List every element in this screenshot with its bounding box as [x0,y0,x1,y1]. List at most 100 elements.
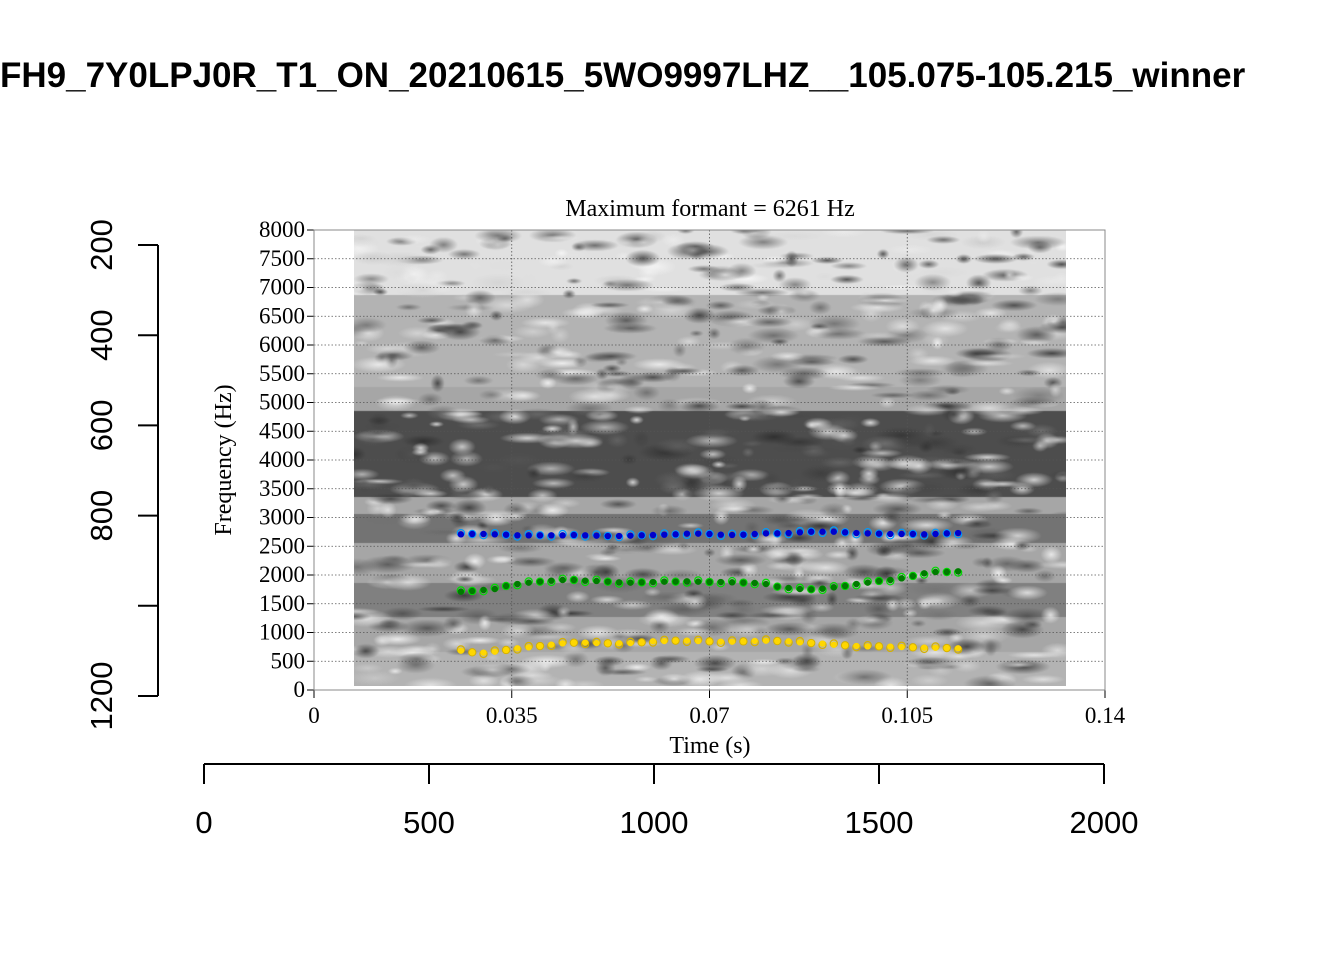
formant-point [525,579,532,586]
formant-point [661,531,668,538]
formant-point [898,643,905,651]
formant-point-ring [569,575,579,585]
formant-point [548,532,555,539]
y-tick-label: 3500 [259,476,305,501]
formant-point [638,579,645,586]
formant-point [548,577,555,584]
formant-point [887,576,894,584]
formant-point-ring [637,531,646,540]
formant-point [502,531,510,538]
formant-point [480,586,487,594]
formant-point [649,531,657,539]
formant-point-ring [535,641,545,651]
formant-point [717,638,724,645]
formant-point-ring [501,645,511,655]
formant-point-ring [739,578,748,587]
formant-point-ring [671,577,680,586]
y-tick-label: 5000 [259,390,305,415]
formant-point [604,578,611,585]
formant-point [774,637,781,645]
formant-point [638,639,645,646]
outer-left-tick-label: 1200 [84,662,119,731]
formant-point [774,583,781,590]
formant-point [728,531,736,539]
formant-point-ring [468,529,477,539]
formant-point [582,639,589,646]
formant-point [536,532,544,539]
formant-point-ring [535,531,545,540]
formant-series-3 [456,635,963,659]
outer-left-tick-label: 200 [84,219,119,271]
x-tick-label: 0.105 [881,703,933,728]
formant-point [570,531,578,539]
formant-point [853,529,860,537]
formant-point-ring [569,638,579,647]
formant-point [909,644,917,651]
formant-point [830,641,837,648]
formant-point [954,568,962,575]
formant-point [853,642,860,650]
outer-bottom-tick-label: 1000 [620,805,689,840]
formant-point [875,643,883,650]
formant-point [683,637,691,644]
formant-point [796,529,804,536]
formant-point [841,529,849,536]
formant-point [717,531,724,538]
x-tick-label: 0.07 [689,703,729,728]
formant-point-ring [501,530,511,539]
formant-point [728,579,736,586]
formant-point [491,585,498,593]
formant-point [627,579,634,586]
formant-point-ring [908,571,918,581]
formant-point-ring [705,529,714,539]
formant-point [706,638,713,645]
formant-point [751,530,758,538]
formant-point [672,531,679,538]
formant-point [514,580,521,588]
formant-point [695,637,702,645]
outer-bottom-tick-label: 500 [403,805,455,840]
formant-point [808,528,815,535]
formant-point [740,531,747,538]
formant-point-ring [840,528,850,537]
formant-point [796,639,804,646]
formant-point-ring [637,638,646,647]
formant-point-ring [535,577,545,586]
formant-point [570,639,578,646]
formant-point [785,638,792,645]
formant-point [683,578,691,585]
formant-point [706,530,713,538]
formant-point-ring [807,585,816,594]
formant-point [796,585,804,593]
outer-bottom-tick-label: 0 [195,805,212,840]
spectrogram [354,230,1066,686]
formant-point [921,644,928,651]
formant-point [921,531,928,538]
chart-subtitle: Maximum formant = 6261 Hz [565,196,855,222]
formant-point [502,582,510,590]
formant-point [469,587,476,595]
formant-point [683,530,691,537]
formant-point [909,530,917,538]
y-axis: 0 500 1000 1500 2000 2500 3000 3500 4000 4500 5000… [259,217,315,702]
formant-point [604,640,611,647]
formant-point [480,530,487,538]
main-title: FH9_7Y0LPJ0R_T1_ON_20210615_5WO9997LHZ__… [0,56,1246,95]
formant-point [853,580,860,588]
formant-point [808,639,815,647]
formant-point-ring [671,636,680,645]
formant-point [762,530,770,537]
outer-left-tick-label: 400 [84,309,119,361]
formant-point [615,579,623,586]
formant-point [695,578,702,585]
formant-point-ring [874,642,884,651]
formant-point [717,578,724,586]
formant-point-ring [671,530,680,539]
formant-point [954,529,962,537]
formant-point [864,530,871,537]
formant-point-ring [840,581,850,591]
formant-point [785,584,792,592]
y-tick-label: 1000 [259,620,305,645]
formant-point [672,578,679,585]
